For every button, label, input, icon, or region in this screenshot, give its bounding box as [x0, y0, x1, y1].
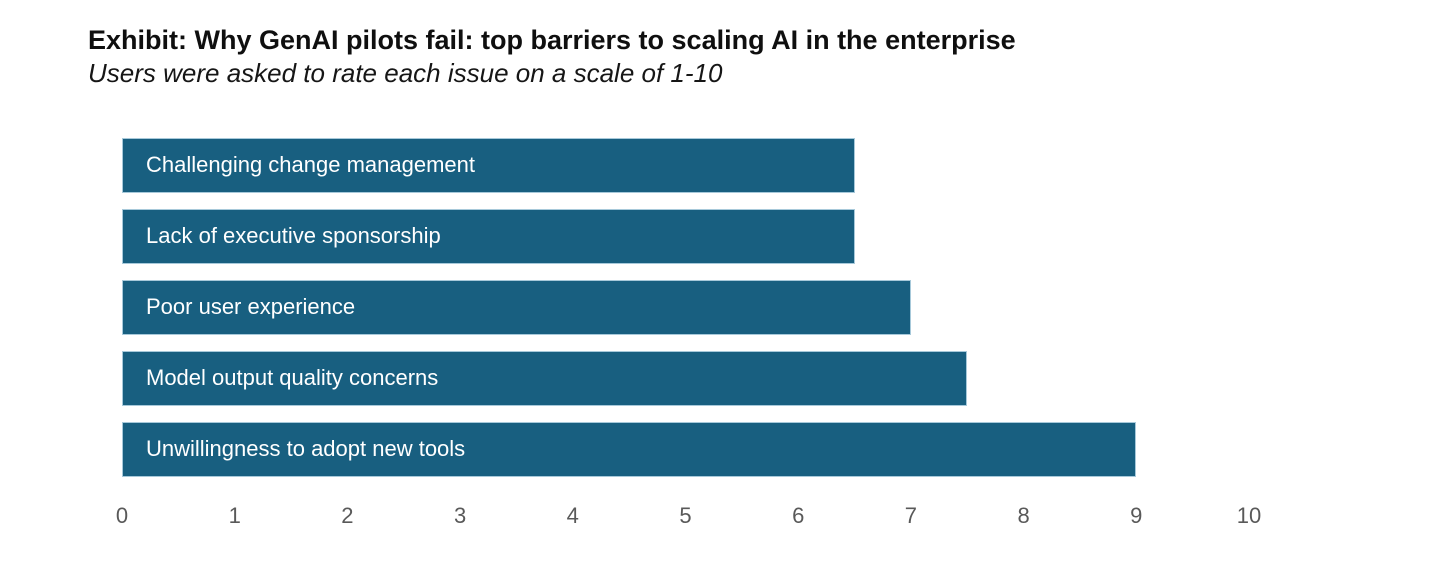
- x-tick-label: 7: [904, 502, 918, 528]
- x-axis: 0 1 2 3 4 5 6 7 8 9 10: [116, 502, 1261, 533]
- chart-title: Exhibit: Why GenAI pilots fail: top barr…: [88, 25, 1016, 55]
- x-tick-label: 4: [566, 502, 579, 528]
- x-tick-label: 9: [1130, 502, 1143, 528]
- x-tick-label: 3: [453, 502, 467, 528]
- bar-label: Challenging change management: [146, 152, 476, 178]
- bar-row: Lack of executive sponsorship: [122, 208, 1249, 264]
- x-tick-label: 0: [115, 502, 129, 528]
- x-tick-label: 6: [792, 502, 805, 528]
- x-tick-label: 10: [1236, 502, 1262, 528]
- bar-label: Poor user experience: [146, 294, 356, 320]
- x-tick-label: 5: [679, 502, 692, 528]
- bar-1: Challenging change management: [122, 137, 855, 193]
- bar-3: Poor user experience: [122, 279, 911, 335]
- bar-4: Model output quality concerns: [122, 350, 968, 406]
- chart-header: Exhibit: Why GenAI pilots fail: top barr…: [0, 0, 1446, 90]
- bar-label: Lack of executive sponsorship: [146, 223, 441, 249]
- chart-subtitle: Users were asked to rate each issue on a…: [88, 58, 723, 89]
- bar-row: Model output quality concerns: [122, 350, 1249, 406]
- bar-row: Unwillingness to adopt new tools: [122, 421, 1249, 477]
- bar-2: Lack of executive sponsorship: [122, 208, 855, 264]
- bar-row: Challenging change management: [122, 137, 1249, 193]
- x-tick-label: 1: [228, 502, 241, 528]
- bar-5: Unwillingness to adopt new tools: [122, 421, 1137, 477]
- x-tick-label: 2: [341, 502, 354, 528]
- bar-label: Model output quality concerns: [146, 365, 439, 391]
- bar-chart: Challenging change management Lack of exe…: [116, 137, 1261, 533]
- x-tick-label: 8: [1017, 502, 1030, 528]
- plot-area: Challenging change management Lack of exe…: [122, 137, 1249, 477]
- bar-row: Poor user experience: [122, 279, 1249, 335]
- bar-label: Unwillingness to adopt new tools: [146, 436, 466, 462]
